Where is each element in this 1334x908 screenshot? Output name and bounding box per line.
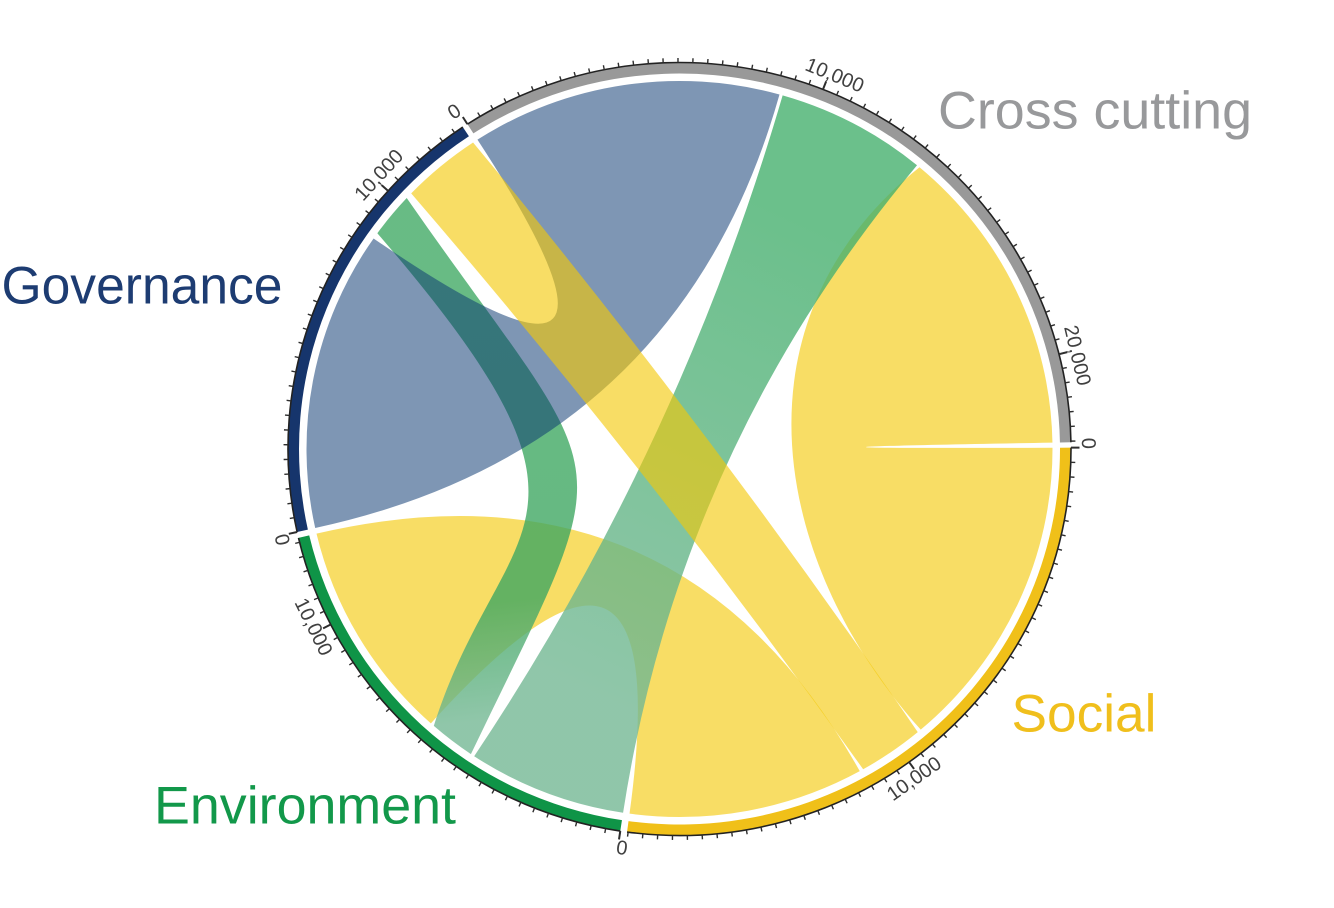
svg-text:0: 0 [1077, 438, 1099, 449]
svg-text:Cross cutting: Cross cutting [938, 82, 1252, 141]
svg-text:Governance: Governance [2, 257, 283, 316]
svg-text:Environment: Environment [154, 777, 456, 836]
svg-text:Social: Social [1012, 685, 1157, 744]
